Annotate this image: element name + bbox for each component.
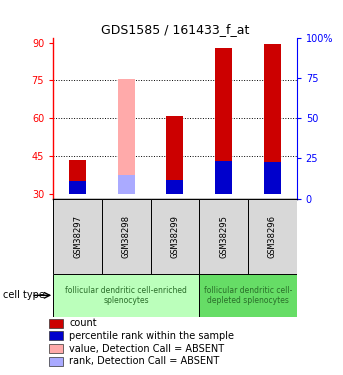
Bar	[199, 199, 248, 274]
Bar	[49, 319, 63, 328]
Text: percentile rank within the sample: percentile rank within the sample	[69, 331, 235, 341]
Bar	[53, 274, 199, 317]
Bar	[69, 181, 86, 194]
Bar	[118, 79, 135, 194]
Bar	[53, 199, 102, 274]
Text: GSM38295: GSM38295	[219, 215, 228, 258]
Text: follicular dendritic cell-
depleted splenocytes: follicular dendritic cell- depleted sple…	[204, 286, 292, 305]
Bar	[102, 199, 151, 274]
Bar	[264, 44, 281, 194]
Text: GSM38297: GSM38297	[73, 215, 82, 258]
Bar	[248, 199, 297, 274]
Text: GSM38296: GSM38296	[268, 215, 277, 258]
Bar	[215, 161, 232, 194]
Bar	[199, 274, 297, 317]
Text: follicular dendritic cell-enriched
splenocytes: follicular dendritic cell-enriched splen…	[65, 286, 187, 305]
Title: GDS1585 / 161433_f_at: GDS1585 / 161433_f_at	[101, 23, 249, 36]
Text: GSM38299: GSM38299	[170, 215, 179, 258]
Text: count: count	[69, 318, 97, 328]
Text: value, Detection Call = ABSENT: value, Detection Call = ABSENT	[69, 344, 225, 354]
Bar	[264, 162, 281, 194]
Bar	[49, 344, 63, 353]
Bar	[151, 199, 199, 274]
Bar	[166, 116, 184, 194]
Text: cell type: cell type	[3, 290, 45, 300]
Bar	[215, 48, 232, 194]
Bar	[166, 180, 184, 194]
Bar	[49, 357, 63, 366]
Bar	[118, 175, 135, 194]
Bar	[49, 331, 63, 340]
Text: rank, Detection Call = ABSENT: rank, Detection Call = ABSENT	[69, 356, 220, 366]
Bar	[69, 160, 86, 194]
Text: GSM38298: GSM38298	[122, 215, 131, 258]
